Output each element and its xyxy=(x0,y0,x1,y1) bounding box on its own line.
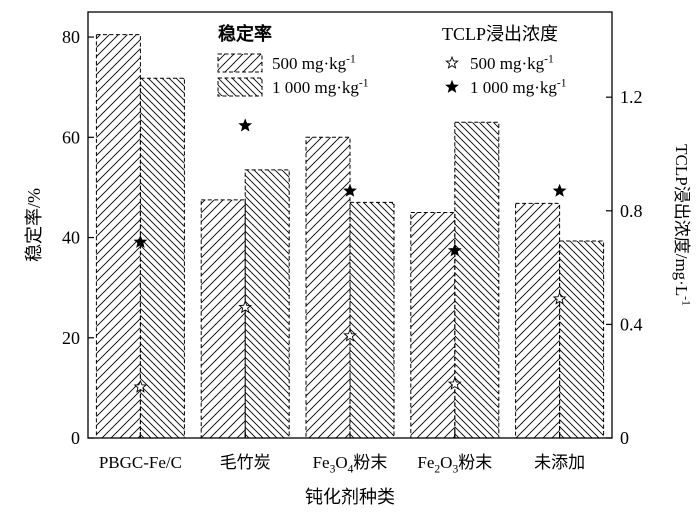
bar-0-3 xyxy=(410,212,456,439)
legend-swatch-0 xyxy=(217,53,263,73)
legend-bar-label-0: 500 mg·kg-1 xyxy=(272,53,356,73)
point-0-3 xyxy=(447,376,462,390)
legend-marker-1 xyxy=(445,79,459,93)
point-0-0 xyxy=(133,379,148,393)
right-tick-label: 0.8 xyxy=(620,201,643,221)
right-tick-label: 0.4 xyxy=(620,314,643,334)
bar-1-0 xyxy=(139,77,185,439)
bar-0-1 xyxy=(200,199,246,439)
x-tick-label: 毛竹炭 xyxy=(220,453,271,472)
legend-marker-0 xyxy=(445,55,459,69)
legend-point-label-1: 1 000 mg·kg-1 xyxy=(470,77,567,97)
x-axis-title: 钝化剂种类 xyxy=(305,487,395,507)
point-1-2 xyxy=(343,183,357,197)
point-0-4 xyxy=(552,291,567,305)
bar-0-0 xyxy=(95,34,141,439)
bar-1-4 xyxy=(559,240,605,439)
left-axis-title: 稳定率/% xyxy=(24,188,44,262)
point-1-3 xyxy=(447,243,462,257)
point-1-4 xyxy=(552,183,567,197)
bar-0-2 xyxy=(305,136,351,439)
left-tick-label: 80 xyxy=(62,27,80,47)
legend-bar-title: 稳定率 xyxy=(218,23,272,44)
legend-swatch-1 xyxy=(217,77,263,97)
point-0-2 xyxy=(343,328,357,342)
right-tick-label: 0 xyxy=(620,428,629,448)
legend-point-label-0: 500 mg·kg-1 xyxy=(470,53,554,73)
x-tick-label: 未添加 xyxy=(534,453,585,472)
legend-point-title: TCLP浸出浓度 xyxy=(442,24,558,44)
bar-1-3 xyxy=(454,121,500,439)
axes: 0 20 40 60 80 0 0.4 0.8 1.2 PBGC-Fe/C 毛竹炭 Fe3O4粉末 Fe… xyxy=(24,11,692,507)
left-tick-label: 20 xyxy=(62,328,80,348)
left-tick-label: 60 xyxy=(62,127,80,147)
point-1-0 xyxy=(133,234,148,248)
right-tick-label: 1.2 xyxy=(620,87,643,107)
legend: 稳定率 TCLP浸出浓度 500 mg·kg-1 1 000 mg·kg-1 500 m… xyxy=(217,23,567,97)
x-tick-label: PBGC-Fe/C xyxy=(99,453,182,472)
point-1-1 xyxy=(238,118,253,132)
plot-area xyxy=(95,34,605,439)
point-0-1 xyxy=(238,300,253,314)
bar-1-1 xyxy=(244,169,290,439)
x-tick-label: Fe2O3粉末 xyxy=(417,453,492,475)
left-tick-label: 40 xyxy=(62,228,80,248)
x-tick-label: Fe3O4粉末 xyxy=(313,453,388,475)
left-tick-label: 0 xyxy=(71,428,80,448)
legend-bar-label-1: 1 000 mg·kg-1 xyxy=(272,77,369,97)
right-axis-title: TCLP浸出浓度/mg·L-1 xyxy=(672,144,692,306)
bar-0-4 xyxy=(515,202,561,439)
bar-1-2 xyxy=(349,201,395,439)
